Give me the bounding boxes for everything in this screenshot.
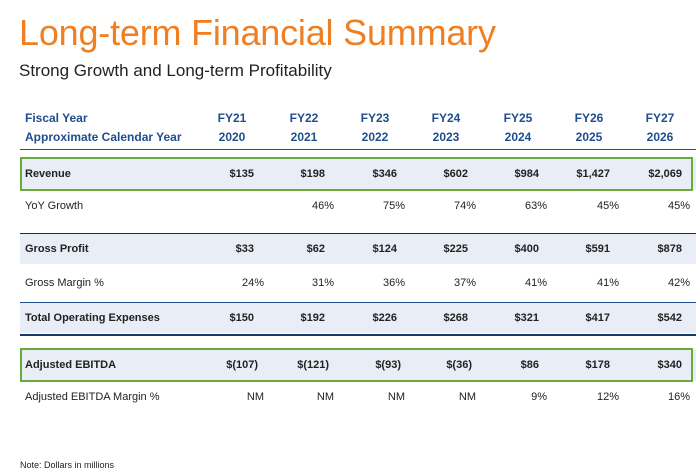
- table-cell: $198: [300, 168, 325, 180]
- fiscal-year-header: FY25: [503, 111, 533, 125]
- table-cell: $86: [520, 359, 539, 371]
- table-cell: $225: [443, 243, 468, 255]
- table-cell: $124: [372, 243, 397, 255]
- section-divider: [20, 334, 696, 336]
- table-cell: $(36): [446, 359, 472, 371]
- table-cell: NM: [246, 391, 264, 403]
- table-cell: 63%: [524, 200, 547, 212]
- table-cell: $192: [300, 312, 325, 324]
- fiscal-year-header: FY27: [645, 111, 675, 125]
- table-cell: $226: [372, 312, 397, 324]
- table-cell: 9%: [531, 391, 547, 403]
- table-cell: 42%: [667, 277, 690, 289]
- row-label-adjusted-ebitda: Adjusted EBITDA: [25, 359, 117, 371]
- table-cell: $(121): [297, 359, 329, 371]
- row-label-yoy-growth: YoY Growth: [25, 200, 84, 212]
- calendar-year-header: 2025: [575, 130, 603, 144]
- footnote: Note: Dollars in millions: [20, 460, 115, 470]
- calendar-year-header: 2020: [218, 130, 246, 144]
- fiscal-year-header: FY23: [360, 111, 390, 125]
- header-fiscal-year-label: Fiscal Year: [25, 111, 88, 125]
- calendar-year-header: 2021: [290, 130, 318, 144]
- gross-profit-band: [20, 234, 696, 264]
- table-cell: $346: [372, 168, 397, 180]
- section-divider: [20, 233, 696, 234]
- table-cell: $268: [443, 312, 468, 324]
- table-cell: 75%: [382, 200, 405, 212]
- table-cell: 31%: [311, 277, 334, 289]
- table-cell: $(107): [226, 359, 258, 371]
- table-cell: $984: [514, 168, 539, 180]
- row-label-revenue: Revenue: [25, 168, 71, 180]
- ebitda-band: [20, 349, 696, 381]
- table-cell: $542: [657, 312, 682, 324]
- fiscal-year-header: FY21: [217, 111, 247, 125]
- table-cell: $602: [443, 168, 468, 180]
- table-cell: 24%: [241, 277, 264, 289]
- table-cell: $33: [235, 243, 254, 255]
- table-cell: $1,427: [576, 168, 610, 180]
- revenue-highlight: [20, 157, 693, 191]
- table-cell: 46%: [311, 200, 334, 212]
- ebitda-highlight: [20, 348, 693, 382]
- table-cell: $340: [657, 359, 682, 371]
- table-cell: $(93): [375, 359, 401, 371]
- table-cell: NM: [387, 391, 405, 403]
- table-cell: 41%: [596, 277, 619, 289]
- row-label-total-operating-expenses: Total Operating Expenses: [25, 312, 160, 324]
- table-cell: $2,069: [648, 168, 682, 180]
- table-cell: $321: [514, 312, 539, 324]
- fiscal-year-header: FY22: [289, 111, 319, 125]
- header-calendar-year-label: Approximate Calendar Year: [25, 130, 182, 144]
- opex-band: [20, 303, 696, 333]
- table-cell: $62: [306, 243, 325, 255]
- calendar-year-header: 2026: [646, 130, 674, 144]
- row-label-gross-margin: Gross Margin %: [25, 277, 104, 289]
- page-subtitle: Strong Growth and Long-term Profitabilit…: [19, 61, 332, 80]
- table-cell: $417: [585, 312, 610, 324]
- table-cell: 12%: [596, 391, 619, 403]
- table-cell: 74%: [453, 200, 476, 212]
- header-divider: [20, 149, 696, 150]
- table-cell: $591: [585, 243, 610, 255]
- table-cell: NM: [458, 391, 476, 403]
- table-cell: 36%: [382, 277, 405, 289]
- table-cell: 45%: [667, 200, 690, 212]
- section-divider: [20, 302, 696, 303]
- table-cell: 45%: [596, 200, 619, 212]
- table-cell: 37%: [453, 277, 476, 289]
- table-cell: $150: [229, 312, 254, 324]
- revenue-band: [20, 158, 696, 190]
- page-title: Long-term Financial Summary: [19, 12, 496, 53]
- table-cell: 41%: [524, 277, 547, 289]
- table-cell: 16%: [667, 391, 690, 403]
- table-cell: $178: [585, 359, 610, 371]
- table-cell: NM: [316, 391, 334, 403]
- table-cell: $135: [229, 168, 254, 180]
- table-cell: $400: [514, 243, 539, 255]
- table-cell: $878: [657, 243, 682, 255]
- calendar-year-header: 2023: [432, 130, 460, 144]
- calendar-year-header: 2024: [504, 130, 532, 144]
- fiscal-year-header: FY26: [574, 111, 604, 125]
- row-label-adjusted-ebitda-margin: Adjusted EBITDA Margin %: [25, 391, 160, 403]
- calendar-year-header: 2022: [361, 130, 389, 144]
- row-label-gross-profit: Gross Profit: [25, 243, 89, 255]
- fiscal-year-header: FY24: [431, 111, 461, 125]
